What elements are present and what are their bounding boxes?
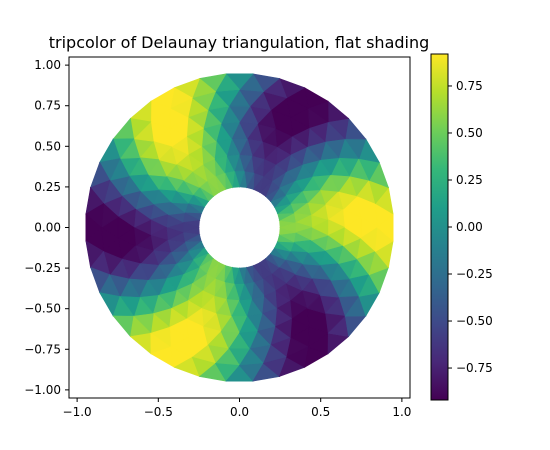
colorbar-tick-label: −0.50 xyxy=(456,314,493,328)
colorbar-tick-label: 0.50 xyxy=(456,126,483,140)
colorbar: 0.75 0.50 0.25 0.00 −0.25 −0.50 −0.75 xyxy=(430,53,493,401)
x-tick-label: 0.5 xyxy=(311,405,330,419)
tripcolor-mesh xyxy=(85,73,394,382)
colorbar-tick-label: −0.75 xyxy=(456,361,493,375)
y-tick-label: 0.25 xyxy=(34,180,61,194)
x-tick-label: −0.5 xyxy=(144,405,173,419)
mesh-triangle xyxy=(327,100,350,123)
chart-title: tripcolor of Delaunay triangulation, fla… xyxy=(49,33,430,52)
y-tick-label: 0.50 xyxy=(34,139,61,153)
colorbar-tick-label: 0.25 xyxy=(456,173,483,187)
y-tick-label: 1.00 xyxy=(34,58,61,72)
colorbar-ticks: 0.75 0.50 0.25 0.00 −0.25 −0.50 −0.75 xyxy=(448,79,493,375)
y-axis: 1.00 0.75 0.50 0.25 0.00 −0.25 −0.50 −0.75 −1.00 xyxy=(24,58,69,397)
x-tick-label: 1.0 xyxy=(392,405,411,419)
y-tick-label: −1.00 xyxy=(24,383,61,397)
mesh-triangle xyxy=(129,332,152,355)
mesh-triangle xyxy=(344,315,367,338)
x-tick-label: −1.0 xyxy=(63,405,92,419)
y-tick-label: −0.75 xyxy=(24,342,61,356)
colorbar-tick-label: 0.75 xyxy=(456,79,483,93)
y-tick-label: 0.00 xyxy=(34,221,61,235)
y-tick-label: −0.50 xyxy=(24,302,61,316)
plot-area xyxy=(68,56,411,399)
x-tick-label: 0.0 xyxy=(230,405,249,419)
colorbar-tick-label: −0.25 xyxy=(456,267,493,281)
mesh-triangle xyxy=(112,117,135,140)
mesh-triangle xyxy=(377,213,394,242)
y-tick-label: 0.75 xyxy=(34,99,61,113)
colorbar-tick-label: 0.00 xyxy=(456,220,483,234)
x-axis: −1.0 −0.5 0.0 0.5 1.0 xyxy=(63,398,411,419)
y-tick-label: −0.25 xyxy=(24,261,61,275)
colorbar-gradient xyxy=(430,53,449,401)
